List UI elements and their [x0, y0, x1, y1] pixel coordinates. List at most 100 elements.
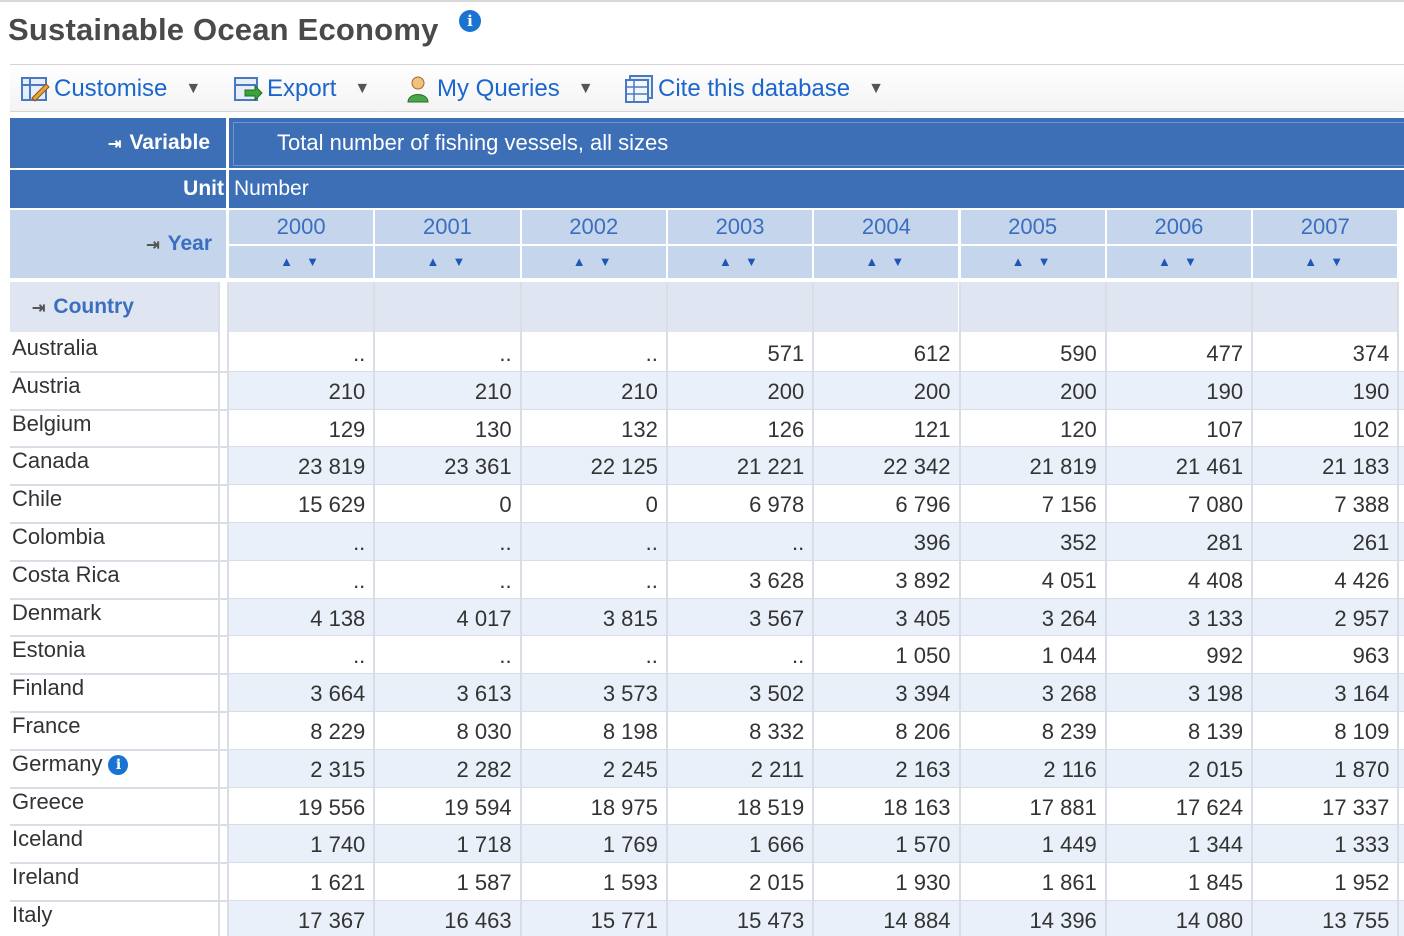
sort-ascending-icon[interactable]: ▲ [1157, 254, 1175, 269]
country-header-blank [667, 282, 813, 332]
country-label: Greece [12, 788, 85, 814]
table-row [229, 560, 1404, 599]
country-name[interactable]: Denmark [10, 599, 218, 637]
country-label: Finland [12, 675, 85, 701]
page-title: Sustainable Ocean Economy [8, 12, 439, 47]
sort-ascending-icon[interactable]: ▲ [572, 254, 590, 269]
data-cell: 23 361 [444, 454, 512, 480]
country-name[interactable]: Finland [10, 674, 218, 712]
year-column-header[interactable]: 2003 [667, 210, 813, 244]
country-name[interactable]: Australia [10, 334, 218, 372]
sort-controls: ▲ ▼ [375, 246, 520, 278]
data-cell: .. [645, 530, 658, 555]
expand-arrow-icon[interactable]: ⇥ [146, 237, 160, 254]
data-cell: 3 394 [895, 681, 951, 707]
data-table: ⇥ Variable Total number of fishing vessel… [10, 118, 1404, 936]
data-cell: 3 502 [749, 681, 805, 707]
sort-descending-icon[interactable]: ▼ [452, 254, 470, 269]
data-cell: 3 164 [1334, 681, 1390, 707]
country-name[interactable]: Belgium [10, 410, 218, 448]
info-icon[interactable]: i [459, 10, 481, 32]
sort-ascending-icon[interactable]: ▲ [280, 254, 298, 269]
data-cell: .. [353, 341, 366, 366]
country-name[interactable]: Estonia [10, 636, 218, 674]
sort-ascending-icon[interactable]: ▲ [1011, 254, 1029, 269]
data-cell: 1 930 [895, 870, 951, 896]
year-column-header[interactable]: 2007 [1253, 210, 1398, 244]
data-cell: 7 388 [1334, 492, 1390, 518]
customise-menu[interactable]: Customise ▼ [20, 73, 201, 105]
country-header-blank [960, 282, 1105, 332]
sort-controls: ▲ ▼ [814, 246, 959, 278]
my-queries-menu[interactable]: My Queries ▼ [403, 73, 594, 105]
expand-arrow-icon[interactable]: ⇥ [32, 300, 46, 317]
country-name[interactable]: Chile [10, 485, 218, 523]
year-label: Year [167, 232, 212, 255]
year-column-header[interactable]: 2005 [960, 210, 1105, 244]
column-divider [218, 282, 220, 936]
data-cell: 107 [1206, 416, 1244, 442]
country-name[interactable]: Colombia [10, 523, 218, 561]
data-cell: 190 [1352, 378, 1390, 404]
sort-descending-icon[interactable]: ▼ [1037, 254, 1055, 269]
year-column-header[interactable]: 2001 [375, 210, 520, 244]
customise-label: Customise [54, 75, 168, 102]
country-name[interactable]: Germany i [10, 750, 218, 788]
data-cell: 2 315 [310, 756, 366, 782]
data-cell: 3 892 [895, 567, 951, 593]
data-cell: .. [499, 341, 512, 366]
data-cell: 3 198 [1188, 681, 1244, 707]
country-header-blank [521, 282, 666, 332]
country-label: Italy [12, 902, 53, 927]
data-cell: 190 [1206, 378, 1244, 404]
year-column-header[interactable]: 2004 [814, 210, 959, 244]
data-cell: 612 [913, 341, 951, 366]
sort-ascending-icon[interactable]: ▲ [719, 254, 736, 269]
country-name[interactable]: Canada [10, 447, 218, 485]
sort-descending-icon[interactable]: ▼ [891, 254, 909, 269]
data-cell: 2 015 [1188, 756, 1244, 782]
sort-ascending-icon[interactable]: ▲ [865, 254, 883, 269]
sort-descending-icon[interactable]: ▼ [1330, 254, 1348, 269]
cite-table-icon [625, 75, 653, 103]
country-header-blank [375, 282, 520, 332]
chevron-down-icon: ▼ [577, 80, 594, 97]
data-cell: 1 769 [602, 832, 658, 858]
sort-descending-icon[interactable]: ▼ [306, 254, 324, 269]
year-column-header[interactable]: 2000 [229, 210, 374, 244]
sort-descending-icon[interactable]: ▼ [598, 254, 616, 269]
year-column-header[interactable]: 2006 [1106, 210, 1252, 244]
data-cell: .. [499, 643, 512, 669]
sort-ascending-icon[interactable]: ▲ [1304, 254, 1322, 269]
country-name[interactable]: Iceland [10, 825, 218, 863]
info-icon[interactable]: i [108, 754, 129, 775]
country-name[interactable]: Italy [10, 901, 218, 936]
data-cell: 2 957 [1334, 605, 1390, 631]
data-cell: 132 [621, 416, 658, 442]
data-cell: 1 449 [1041, 832, 1097, 858]
data-cell: 8 332 [749, 719, 805, 744]
data-cell: .. [353, 530, 366, 555]
data-cell: 17 337 [1322, 794, 1390, 820]
sort-descending-icon[interactable]: ▼ [1183, 254, 1201, 269]
country-name[interactable]: Greece [10, 788, 218, 826]
export-menu[interactable]: Export ▼ [233, 73, 370, 105]
column-divider [812, 282, 815, 936]
data-cell: 1 621 [310, 870, 366, 896]
year-label-2001: 2001 [422, 214, 472, 239]
data-cell: 17 624 [1175, 794, 1244, 820]
country-name[interactable]: Ireland [10, 863, 218, 901]
variable-header: ⇥ Variable [10, 118, 226, 168]
expand-arrow-icon[interactable]: ⇥ [108, 136, 122, 153]
country-name[interactable]: France [10, 712, 218, 750]
data-cell: 1 666 [749, 832, 805, 858]
country-name[interactable]: Costa Rica [10, 561, 218, 599]
sort-ascending-icon[interactable]: ▲ [426, 254, 444, 269]
data-cell: 3 815 [602, 605, 658, 631]
cite-menu[interactable]: Cite this database ▼ [624, 73, 884, 105]
year-label-2003: 2003 [715, 214, 765, 239]
country-name[interactable]: Austria [10, 372, 218, 410]
year-column-header[interactable]: 2002 [521, 210, 666, 244]
sort-descending-icon[interactable]: ▼ [745, 254, 762, 269]
data-cell: 15 473 [736, 908, 805, 933]
